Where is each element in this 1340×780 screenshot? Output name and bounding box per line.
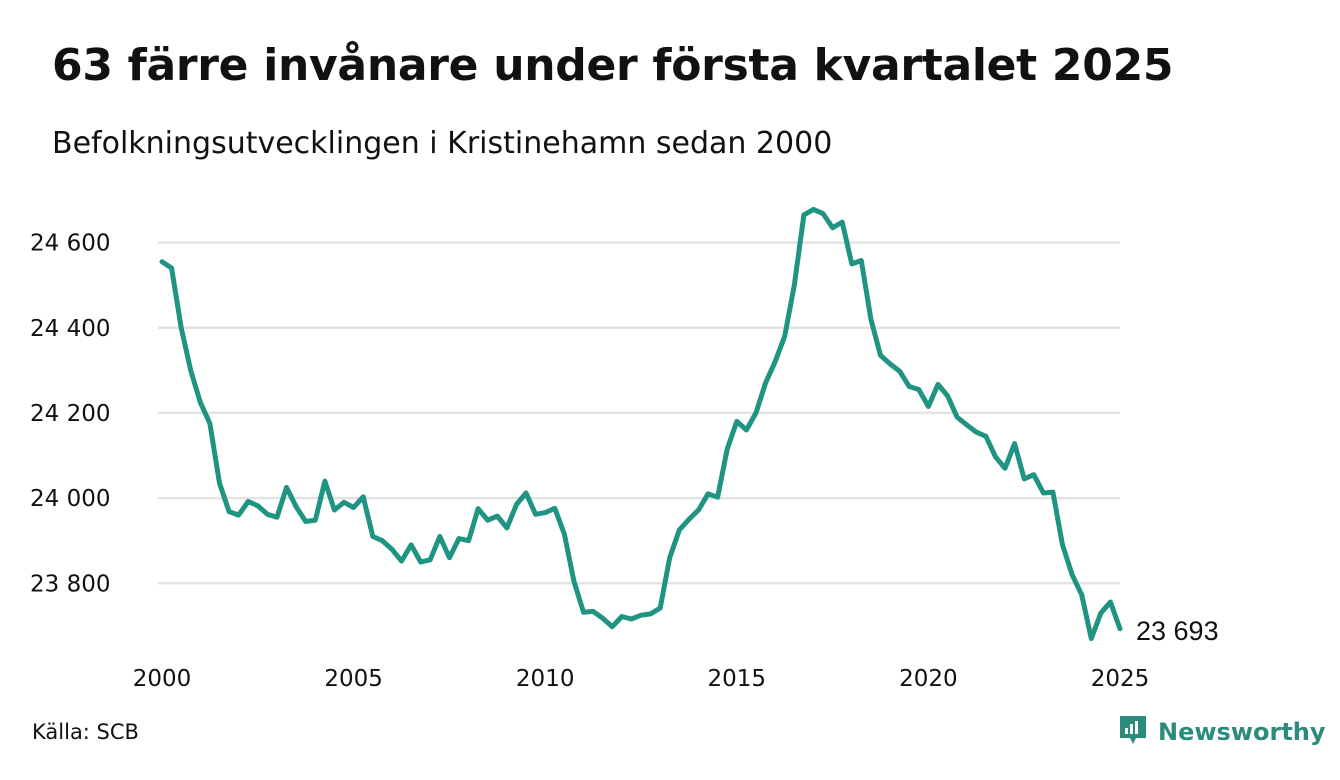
x-tick-label: 2010	[516, 666, 575, 692]
newsworthy-logo-icon	[1118, 714, 1148, 750]
series-line	[159, 206, 1123, 642]
y-tick-label: 24 400	[30, 316, 110, 342]
chart-subtitle: Befolkningsutvecklingen i Kristinehamn s…	[52, 126, 833, 161]
source-note: Källa: SCB	[32, 720, 139, 744]
x-tick-label: 2025	[1091, 666, 1150, 692]
x-tick-label: 2005	[324, 666, 383, 692]
y-axis-ticks: 23 800 24 000 24 200 24 400 24 600	[30, 231, 110, 598]
x-tick-label: 2015	[708, 666, 767, 692]
x-axis-ticks: 2000 2005 2010 2015 2020 2025	[133, 666, 1150, 692]
y-tick-label: 24 000	[30, 486, 110, 512]
gridlines	[158, 241, 1120, 585]
y-tick-label: 23 800	[30, 571, 110, 597]
chart-title: 63 färre invånare under första kvartalet…	[52, 40, 1174, 91]
y-tick-label: 24 600	[30, 231, 110, 257]
x-tick-label: 2020	[899, 666, 958, 692]
end-value-label: 23 693	[1136, 616, 1219, 646]
brand[interactable]: Newsworthy	[1118, 714, 1326, 750]
x-tick-label: 2000	[133, 666, 192, 692]
brand-name: Newsworthy	[1158, 718, 1326, 746]
series-layer	[159, 206, 1123, 642]
y-tick-label: 24 200	[30, 401, 110, 427]
